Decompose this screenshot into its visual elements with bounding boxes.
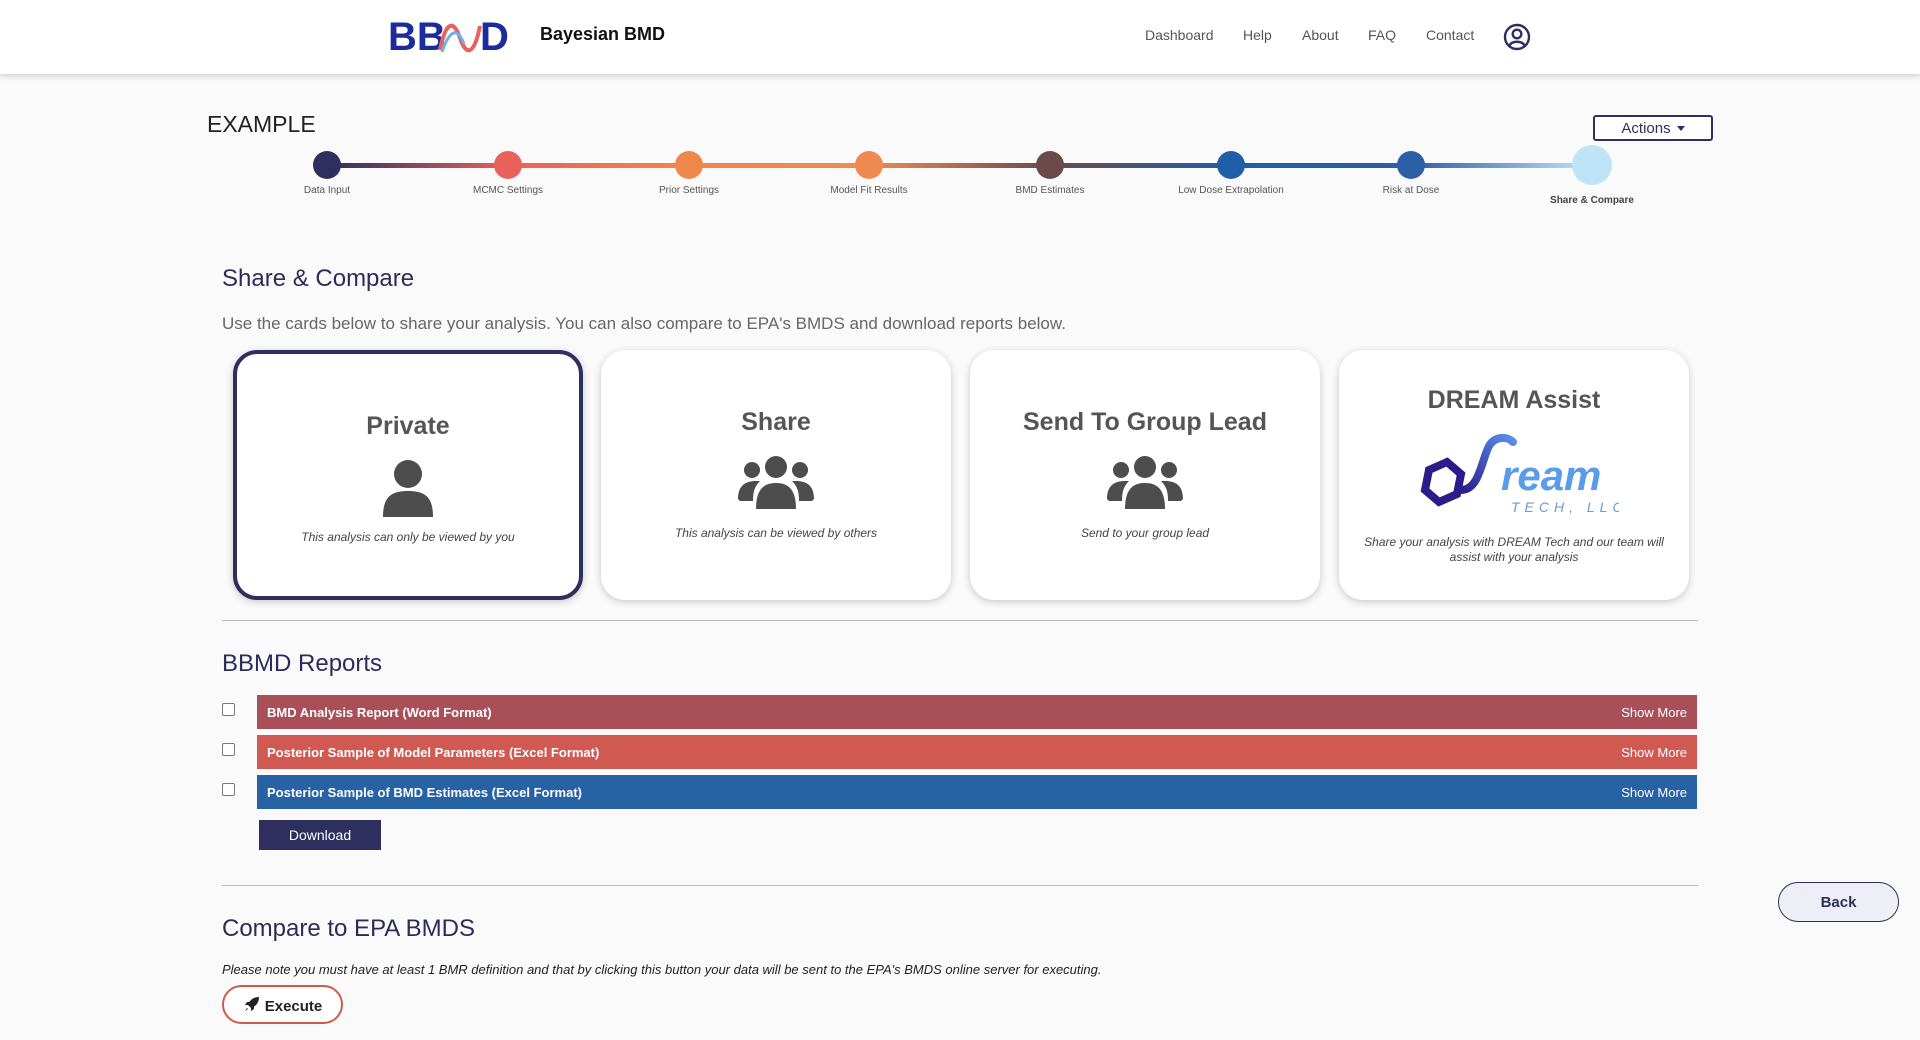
svg-text:D: D	[480, 15, 509, 58]
step-dot[interactable]	[1397, 151, 1425, 179]
show-more-link[interactable]: Show More	[1621, 785, 1687, 800]
card-description: This analysis can only be viewed by you	[301, 530, 515, 544]
back-button[interactable]: Back	[1778, 882, 1899, 922]
step-label[interactable]: Data Input	[303, 185, 351, 196]
top-header: BB D Bayesian BMD Dashboard Help About F…	[0, 0, 1920, 74]
execute-button[interactable]: Execute	[222, 985, 343, 1024]
step-dot[interactable]	[313, 151, 341, 179]
share-section-description: Use the cards below to share your analys…	[222, 314, 1066, 333]
section-divider	[222, 885, 1698, 886]
card-private[interactable]: Private This analysis can only be viewed…	[233, 350, 583, 600]
execute-label: Execute	[264, 997, 323, 1015]
nav-dashboard[interactable]: Dashboard	[1145, 27, 1214, 43]
step-label[interactable]: Low Dose Extrapolation	[1178, 185, 1284, 196]
dream-tech-logo: ream TECH, LLC	[1420, 433, 1619, 515]
share-section-title: Share & Compare	[222, 265, 415, 292]
dream-logo-text: ream	[1501, 452, 1601, 499]
card-description: This analysis can be viewed by others	[674, 526, 878, 540]
report-name: Posterior Sample of Model Parameters (Ex…	[267, 745, 600, 760]
card-description: Send to your group lead	[1080, 526, 1210, 540]
stepper-connector	[1050, 163, 1231, 168]
users-icon	[738, 456, 814, 509]
card-dream-assist[interactable]: DREAM Assist ream TECH, LLC Share your a…	[1339, 350, 1689, 600]
dream-logo-subtext: TECH, LLC	[1511, 499, 1619, 515]
stepper-connector	[508, 163, 689, 168]
show-more-link[interactable]: Show More	[1621, 705, 1687, 720]
download-button[interactable]: Download	[259, 820, 381, 850]
card-title: DREAM Assist	[1427, 386, 1601, 414]
report-name: Posterior Sample of BMD Estimates (Excel…	[267, 785, 582, 800]
stepper-connector	[1231, 163, 1411, 168]
users-icon	[1107, 456, 1183, 509]
step-label[interactable]: Prior Settings	[658, 185, 720, 196]
step-dot[interactable]	[855, 151, 883, 179]
nav-about[interactable]: About	[1302, 27, 1339, 43]
step-label[interactable]: MCMC Settings	[472, 185, 543, 196]
step-dot[interactable]	[1036, 151, 1064, 179]
card-share[interactable]: Share This analysis can be viewed by oth…	[601, 350, 951, 600]
card-send-to-group-lead[interactable]: Send To Group Lead Send to your group le…	[970, 350, 1320, 600]
rocket-icon	[244, 996, 259, 1011]
compare-note: Please note you must have at least 1 BMR…	[222, 962, 1102, 977]
report-checkbox[interactable]	[222, 703, 235, 716]
user-icon	[383, 460, 433, 517]
compare-section-title: Compare to EPA BMDS	[222, 915, 475, 942]
report-name: BMD Analysis Report (Word Format)	[267, 705, 492, 720]
report-checkbox[interactable]	[222, 783, 235, 796]
brand-name: Bayesian BMD	[540, 24, 666, 44]
step-dot[interactable]	[494, 151, 522, 179]
stepper-connector	[869, 163, 1050, 168]
progress-stepper: Data Input MCMC Settings Prior Settings Mod…	[0, 0, 1920, 210]
report-row-word[interactable]: BMD Analysis Report (Word Format) Show M…	[257, 695, 1697, 729]
report-row-model-params[interactable]: Posterior Sample of Model Parameters (Ex…	[257, 735, 1697, 769]
card-description: Share your analysis with DREAM Tech and …	[1364, 535, 1664, 564]
svg-text:BB: BB	[388, 15, 446, 58]
caret-down-icon	[1676, 126, 1685, 132]
bbmd-logo[interactable]: BB D	[388, 14, 522, 58]
step-dot[interactable]	[1217, 151, 1245, 179]
actions-dropdown-button[interactable]: Actions	[1593, 115, 1713, 141]
card-title: Private	[366, 412, 450, 440]
nav-contact[interactable]: Contact	[1426, 27, 1475, 43]
stepper-connector	[327, 163, 508, 168]
step-label[interactable]: Model Fit Results	[830, 185, 908, 196]
actions-label: Actions	[1621, 119, 1671, 137]
section-divider	[222, 620, 1698, 621]
page-title: EXAMPLE	[207, 111, 316, 137]
show-more-link[interactable]: Show More	[1621, 745, 1687, 760]
nav-faq[interactable]: FAQ	[1368, 27, 1397, 43]
step-label[interactable]: Risk at Dose	[1382, 185, 1440, 196]
stepper-connector	[1411, 163, 1592, 168]
report-checkbox[interactable]	[222, 743, 235, 756]
step-dot[interactable]	[675, 151, 703, 179]
nav-help[interactable]: Help	[1243, 27, 1272, 43]
reports-section-title: BBMD Reports	[222, 650, 383, 677]
step-label[interactable]: Share & Compare	[1550, 195, 1634, 206]
step-dot[interactable]	[1572, 145, 1612, 185]
stepper-connector	[689, 163, 869, 168]
card-title: Share	[741, 408, 811, 436]
card-title: Send To Group Lead	[1023, 408, 1267, 436]
report-row-bmd-estimates[interactable]: Posterior Sample of BMD Estimates (Excel…	[257, 775, 1697, 809]
step-label[interactable]: BMD Estimates	[1015, 185, 1085, 196]
user-account-icon[interactable]	[1503, 23, 1531, 51]
